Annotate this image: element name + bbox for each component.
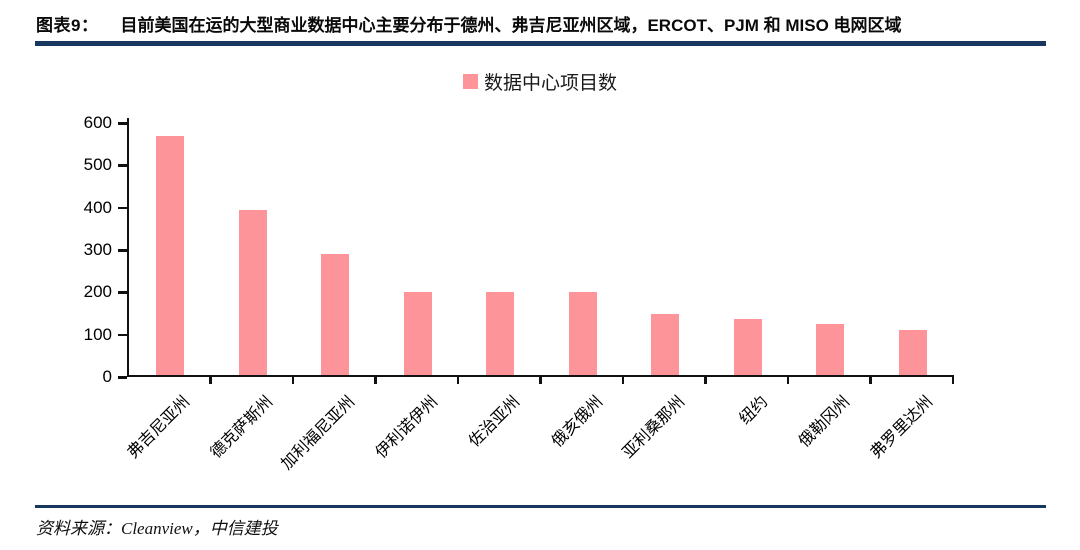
chart-legend: 数据中心项目数 bbox=[0, 68, 1080, 95]
y-tick-label: 200 bbox=[83, 282, 112, 302]
bar-伊利诺伊州 bbox=[403, 292, 432, 375]
x-tick-mark bbox=[951, 375, 954, 384]
y-tick-mark bbox=[118, 164, 127, 167]
y-tick-label: 300 bbox=[83, 240, 112, 259]
x-axis-label: 弗罗里达州 bbox=[867, 393, 937, 462]
bar-纽约 bbox=[733, 319, 762, 375]
figure-number: 图表9： bbox=[36, 16, 99, 35]
x-axis-label: 德克萨斯州 bbox=[207, 393, 277, 462]
y-tick-mark bbox=[118, 122, 127, 125]
x-tick-mark bbox=[704, 375, 707, 384]
x-axis-label: 亚利桑那州 bbox=[619, 393, 689, 462]
y-tick-label: 600 bbox=[83, 113, 112, 132]
x-axis-label: 俄勒冈州 bbox=[796, 393, 854, 451]
figure-title: 目前美国在运的大型商业数据中心主要分布于德州、弗吉尼亚州区域，ERCOT、PJM… bbox=[120, 16, 902, 35]
y-tick-mark bbox=[118, 291, 127, 294]
x-axis-label: 加利福尼亚州 bbox=[278, 393, 359, 474]
legend-swatch bbox=[462, 74, 478, 89]
header-divider bbox=[35, 41, 1046, 46]
x-axis-label: 佐治亚州 bbox=[466, 393, 524, 451]
x-axis-label: 弗吉尼亚州 bbox=[124, 393, 194, 462]
x-axis-label: 纽约 bbox=[736, 393, 772, 428]
footer-divider bbox=[35, 505, 1046, 508]
x-tick-mark bbox=[374, 375, 377, 384]
x-tick-mark bbox=[456, 375, 459, 384]
bar-佐治亚州 bbox=[486, 292, 515, 375]
y-tick-label: 400 bbox=[83, 197, 112, 217]
y-tick-mark bbox=[118, 206, 127, 210]
x-axis-label: 伊利诺伊州 bbox=[372, 393, 442, 462]
figure-header: 图表9： 目前美国在运的大型商业数据中心主要分布于德州、弗吉尼亚州区域，ERCO… bbox=[36, 11, 1046, 36]
bar-弗吉尼亚州 bbox=[156, 136, 185, 375]
y-tick-mark bbox=[118, 376, 127, 379]
bar-俄勒冈州 bbox=[816, 324, 845, 375]
x-tick-mark bbox=[209, 375, 212, 384]
x-tick-mark bbox=[621, 375, 624, 384]
bar-弗罗里达州 bbox=[898, 330, 927, 375]
x-tick-mark bbox=[869, 375, 872, 384]
x-tick-mark bbox=[539, 375, 542, 384]
y-tick-mark bbox=[118, 249, 127, 252]
bar-德克萨斯州 bbox=[238, 210, 267, 375]
bar-俄亥俄州 bbox=[568, 292, 597, 375]
y-tick-label: 0 bbox=[102, 367, 112, 386]
y-tick-label: 100 bbox=[83, 324, 112, 344]
y-tick-label: 500 bbox=[83, 155, 112, 175]
legend-label: 数据中心项目数 bbox=[483, 73, 617, 94]
source-note: 资料来源：Cleanview，中信建投 bbox=[36, 519, 278, 538]
x-tick-mark bbox=[786, 375, 789, 384]
x-axis-label: 俄亥俄州 bbox=[548, 393, 607, 451]
y-tick-mark bbox=[118, 333, 127, 337]
x-tick-mark bbox=[291, 375, 294, 384]
bar-chart-plot-area: 0 100 200 300 400 500 600 弗吉尼亚州 德克萨斯州 加利福尼亚州 伊利诺伊州… bbox=[84, 113, 954, 473]
bar-加利福尼亚州 bbox=[321, 254, 350, 375]
bar-亚利桑那州 bbox=[651, 314, 680, 375]
y-axis-overhang bbox=[126, 118, 129, 124]
